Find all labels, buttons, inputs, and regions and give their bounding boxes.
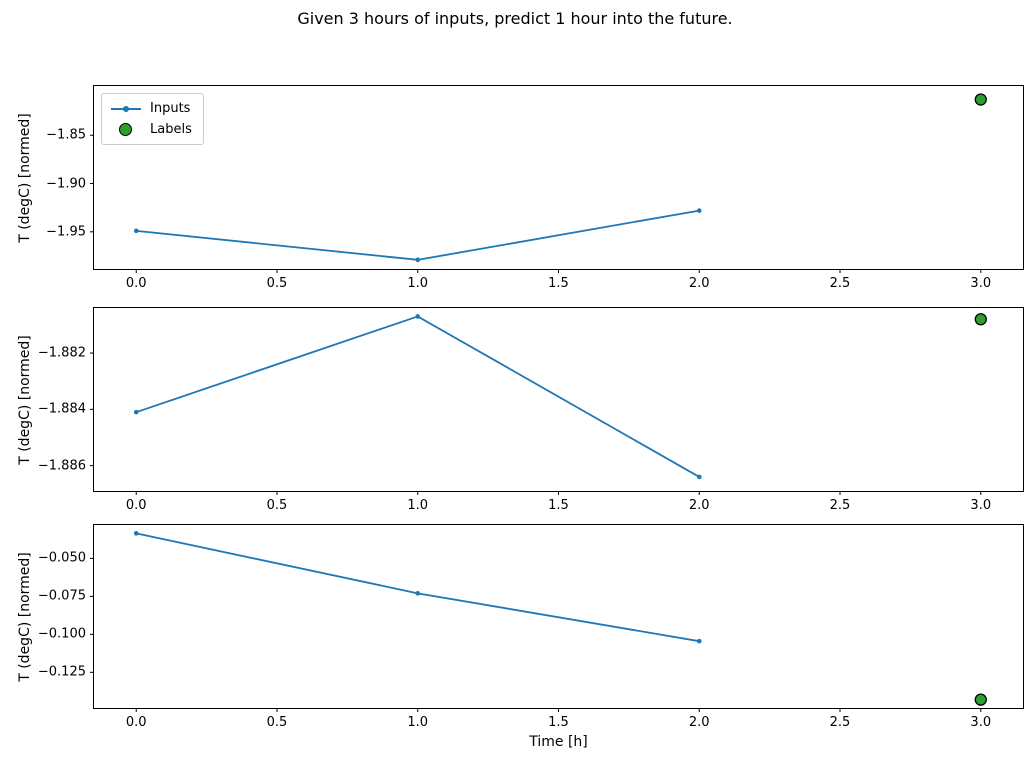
legend-label-labels: Labels	[150, 122, 192, 137]
legend-entry-inputs: Inputs	[111, 101, 192, 116]
y-tick-label: −1.95	[46, 224, 86, 240]
legend-label-inputs: Inputs	[150, 101, 191, 116]
y-tick-label: −0.125	[37, 664, 86, 680]
x-tick-label: 2.0	[688, 498, 710, 513]
x-tick-label: 0.5	[266, 498, 288, 513]
y-tick-label: −0.075	[37, 588, 86, 604]
inputs-marker	[415, 257, 421, 263]
y-axis-label: T (degC) [normed]	[17, 334, 33, 465]
inputs-marker	[415, 314, 421, 319]
x-tick-label: 0.5	[266, 715, 288, 730]
x-tick-label: 2.5	[829, 276, 851, 291]
inputs-marker	[133, 228, 139, 234]
x-tick-label: 3.0	[970, 715, 992, 730]
inputs-marker	[415, 591, 421, 596]
inputs-marker	[696, 474, 702, 480]
x-tick-label: 1.5	[548, 276, 569, 291]
inputs-line	[136, 209, 700, 261]
labels-marker	[974, 93, 987, 106]
x-tick-label: 1.0	[407, 276, 429, 291]
labels-marker	[974, 313, 987, 326]
circle-marker-icon	[119, 122, 132, 136]
inputs-marker	[696, 638, 702, 644]
x-tick-label: 3.0	[970, 498, 992, 513]
inputs-marker	[696, 208, 702, 213]
plot-area	[90, 531, 987, 712]
subplot-middle: T (degC) [normed] 0.0 0.5 1.0 1.5 2.0 2.5 3.0 −…	[17, 307, 1024, 513]
legend-entry-labels: Labels	[111, 122, 192, 137]
x-tick-label: 1.0	[407, 498, 429, 513]
y-tick-label: −0.050	[37, 550, 86, 566]
x-tick-label: 0.0	[125, 498, 147, 513]
x-tick-label: 0.0	[125, 715, 147, 730]
plot-area	[90, 313, 987, 495]
legend: Inputs Labels	[101, 93, 204, 145]
y-tick-label: −1.85	[46, 127, 86, 143]
x-tick-label: 3.0	[970, 276, 992, 291]
x-tick-label: 0.0	[125, 276, 147, 291]
x-axis-label: Time [h]	[529, 734, 588, 750]
y-axis-label: T (degC) [normed]	[17, 112, 33, 243]
x-tick-label: 1.5	[548, 715, 569, 730]
figure-title: Given 3 hours of inputs, predict 1 hour …	[297, 9, 733, 28]
inputs-line	[136, 532, 700, 643]
subplot-bottom: T (degC) [normed] Time [h] 0.0 0.5 1.0 1.5 2…	[17, 524, 1024, 750]
plot-area	[90, 93, 987, 273]
x-tick-label: 2.0	[688, 276, 710, 291]
y-tick-label: −1.886	[37, 458, 86, 474]
x-tick-label: 1.5	[548, 498, 569, 513]
x-tick-label: 2.5	[829, 715, 851, 730]
x-tick-label: 0.5	[266, 276, 288, 291]
labels-marker	[974, 693, 987, 706]
y-tick-label: −1.882	[37, 345, 86, 361]
y-axis-label: T (degC) [normed]	[17, 551, 33, 682]
x-tick-label: 2.0	[688, 715, 710, 730]
inputs-marker	[133, 531, 139, 536]
y-tick-label: −0.100	[37, 626, 86, 642]
labels-marker-icon	[111, 122, 141, 137]
line-marker-icon	[123, 105, 129, 112]
y-tick-label: −1.884	[37, 401, 86, 417]
y-tick-label: −1.90	[46, 176, 86, 192]
x-tick-label: 2.5	[829, 498, 851, 513]
inputs-line	[135, 315, 700, 478]
subplot-top: T (degC) [normed] Inputs Labels 0.0 0.5 1.…	[17, 85, 1024, 291]
x-tick-label: 1.0	[407, 715, 429, 730]
inputs-line-icon	[111, 102, 141, 116]
inputs-marker	[133, 409, 139, 415]
